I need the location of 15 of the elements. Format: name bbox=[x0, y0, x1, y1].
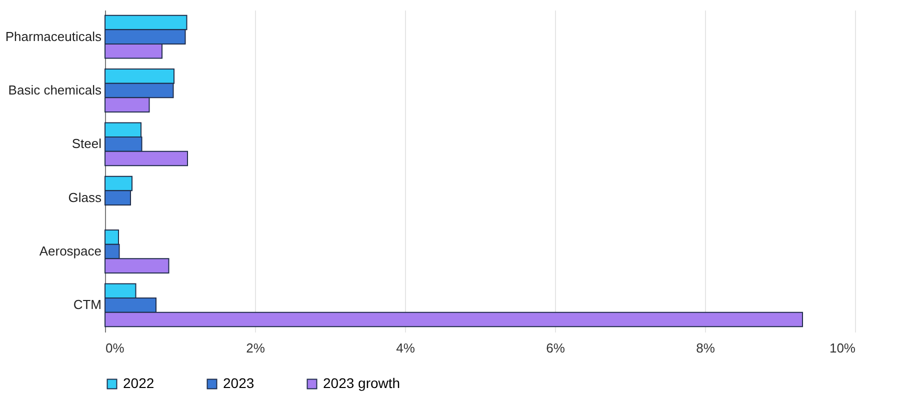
legend-label: 2023 bbox=[223, 375, 254, 391]
x-tick-label: 10% bbox=[829, 340, 856, 356]
y-tick-label: Steel bbox=[72, 136, 102, 152]
x-tick-label: 6% bbox=[546, 340, 566, 356]
legend-label: 2023 growth bbox=[323, 375, 400, 391]
y-tick-label: Glass bbox=[68, 190, 102, 205]
legend-label: 2022 bbox=[123, 375, 154, 391]
x-tick-label: 0% bbox=[106, 340, 125, 356]
y-tick-label: CTM bbox=[73, 297, 102, 312]
x-tick-label: 2% bbox=[246, 340, 266, 356]
x-tick-label: 8% bbox=[696, 340, 716, 356]
y-tick-label: Pharmaceuticals bbox=[5, 28, 102, 44]
x-tick-label: 4% bbox=[396, 340, 416, 356]
y-tick-label: Aerospace bbox=[39, 244, 102, 258]
y-tick-label: Basic chemicals bbox=[8, 82, 102, 98]
